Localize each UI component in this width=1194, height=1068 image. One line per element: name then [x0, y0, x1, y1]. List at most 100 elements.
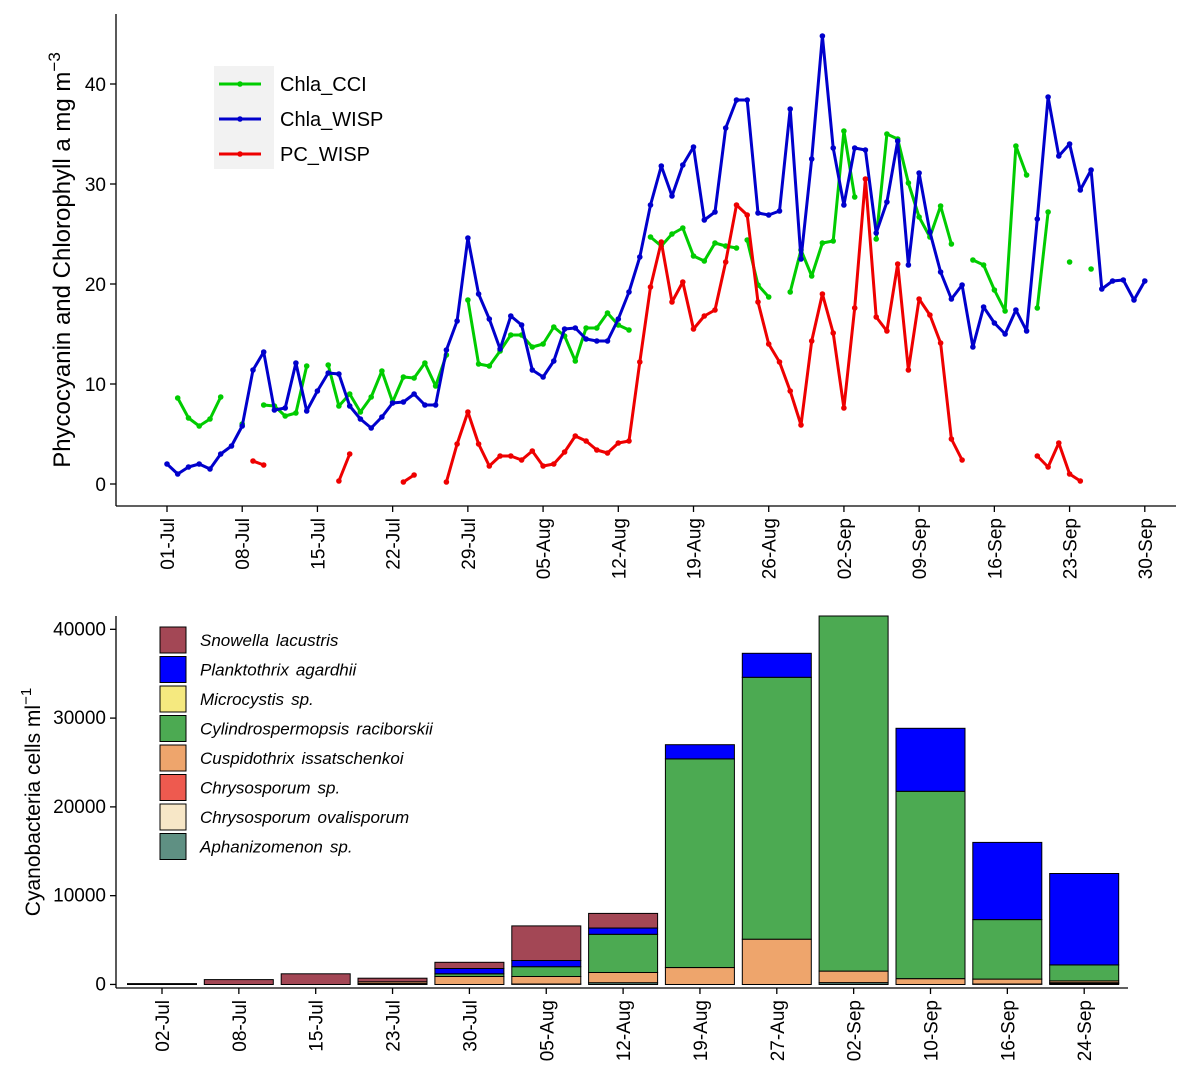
bar-segment-Cylindrospermopsis raciborskii	[818, 615, 889, 972]
data-point	[948, 296, 955, 302]
data-point	[851, 145, 858, 151]
data-point	[325, 370, 332, 376]
bar-stack-05-Aug	[511, 925, 582, 985]
y-tick-label: 20000	[53, 797, 106, 818]
data-point	[271, 407, 278, 413]
data-point	[314, 388, 321, 394]
x-tick-label: 05-Aug	[537, 1000, 558, 1061]
data-point	[465, 235, 471, 241]
data-point	[905, 367, 912, 373]
data-point	[411, 472, 417, 478]
series-Chla_WISP	[164, 33, 1148, 477]
bar-segment-Planktothrix agardhii	[588, 927, 659, 935]
data-point	[884, 328, 890, 334]
data-point	[873, 230, 879, 236]
data-point	[680, 279, 686, 285]
x-tick-label: 15-Jul	[308, 518, 329, 570]
data-point	[765, 294, 772, 300]
data-point	[572, 325, 579, 331]
data-point	[808, 338, 815, 344]
data-point	[980, 304, 987, 310]
x-tick-label: 24-Sep	[1075, 1000, 1096, 1061]
data-point	[346, 403, 353, 409]
x-tick-label: 12-Aug	[614, 1000, 635, 1061]
data-point	[798, 256, 804, 262]
legend-label-Chrysosporum ovalisporum: Chrysosporum ovalisporum	[200, 808, 409, 827]
data-point	[282, 405, 289, 411]
data-point	[1066, 141, 1073, 147]
bar-segment-Snowella lacustris	[511, 925, 582, 962]
data-point	[604, 310, 611, 316]
data-point	[690, 326, 697, 332]
legend-swatch-Planktothrix agardhii	[159, 656, 187, 683]
data-point	[980, 262, 987, 268]
x-tick-label: 08-Jul	[233, 518, 254, 570]
data-point	[690, 253, 697, 259]
bar-stack-02-Jul	[127, 983, 197, 985]
series-line	[326, 354, 448, 414]
data-point	[680, 162, 686, 168]
data-point	[765, 341, 772, 347]
y-tick-label: 0	[95, 475, 106, 496]
legend-label-Cuspidothrix issatschenkoi: Cuspidothrix issatschenkoi	[200, 749, 405, 768]
data-point	[626, 289, 632, 295]
data-point	[303, 408, 310, 414]
data-point	[583, 438, 589, 444]
x-tick-label: 08-Jul	[230, 1000, 251, 1052]
data-point	[443, 347, 450, 353]
data-point	[346, 451, 353, 457]
data-point	[1013, 143, 1019, 149]
data-point	[508, 453, 514, 459]
bar-stack-27-Aug	[741, 652, 812, 986]
data-point	[325, 362, 332, 368]
x-tick-label: 09-Sep	[910, 518, 931, 579]
x-tick-label: 26-Aug	[760, 518, 781, 579]
bar-stack-10-Sep	[895, 727, 966, 986]
bar-segment-Planktothrix agardhii	[511, 960, 582, 968]
data-point	[937, 269, 944, 275]
data-point	[744, 212, 750, 218]
x-tick-label: 16-Sep	[998, 1000, 1019, 1061]
data-point	[282, 413, 289, 419]
data-point	[884, 131, 890, 137]
data-point	[454, 318, 460, 324]
data-point	[293, 410, 299, 416]
data-point	[970, 257, 976, 263]
data-point	[916, 296, 922, 302]
data-point	[239, 423, 245, 429]
line-chart-series	[164, 33, 1148, 485]
x-tick-label: 19-Aug	[685, 518, 706, 579]
data-point	[690, 144, 697, 150]
data-point	[787, 388, 793, 394]
data-point	[970, 344, 976, 350]
x-tick-label: 23-Sep	[1061, 518, 1082, 579]
x-tick-label: 27-Aug	[768, 1000, 789, 1061]
data-point	[755, 299, 761, 305]
data-point	[379, 414, 385, 420]
bar-segment-Planktothrix agardhii	[972, 841, 1043, 921]
data-point	[819, 291, 826, 297]
legend-swatch-Chrysosporum sp.	[159, 774, 187, 801]
data-point	[368, 425, 375, 431]
legend-swatch-Cuspidothrix issatschenkoi	[159, 744, 187, 772]
bar-segment-Cuspidothrix issatschenkoi	[818, 970, 889, 984]
series-line	[165, 34, 1147, 476]
data-point	[894, 261, 901, 267]
y-tick-label: 40	[85, 75, 106, 96]
data-point	[551, 358, 557, 364]
data-point	[959, 282, 965, 288]
data-point	[722, 125, 729, 131]
data-point	[841, 405, 847, 411]
data-point	[207, 466, 213, 472]
data-point	[594, 325, 600, 331]
data-point	[916, 214, 922, 220]
y-tick-label: 10	[85, 375, 106, 396]
data-point	[572, 358, 579, 364]
series-PC_WISP	[250, 176, 1084, 485]
data-point	[540, 341, 546, 347]
data-point	[217, 394, 224, 400]
data-point	[551, 461, 557, 467]
data-point	[862, 176, 869, 182]
data-point	[647, 234, 654, 240]
legend-label-Snowella lacustris: Snowella lacustris	[200, 631, 339, 650]
